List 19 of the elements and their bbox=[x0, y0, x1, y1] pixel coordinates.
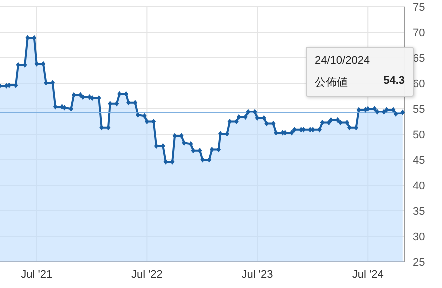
annotation: 54.3 bbox=[384, 75, 405, 87]
y-tick-label: 25 bbox=[413, 256, 426, 269]
y-tick-label: 60 bbox=[413, 78, 426, 90]
x-tick-label: Jul '21 bbox=[21, 268, 53, 281]
y-tick-label: 65 bbox=[413, 52, 426, 65]
x-tick-label: Jul '23 bbox=[242, 268, 274, 281]
y-tick-label: 70 bbox=[413, 27, 426, 40]
y-tick-label: 55 bbox=[413, 104, 426, 116]
y-tick-label: 40 bbox=[413, 180, 426, 192]
tooltip-box: 24/10/2024 公佈値 54.3 bbox=[306, 47, 414, 97]
y-tick-label: 35 bbox=[413, 206, 426, 218]
y-tick-label: 30 bbox=[413, 231, 426, 244]
y-tick-label: 75 bbox=[413, 2, 426, 14]
x-tick-label: Jul '24 bbox=[352, 268, 384, 281]
annotation: 24/10/2024 bbox=[315, 55, 370, 67]
annotation: 公佈値 bbox=[315, 76, 348, 90]
y-tick-label: 45 bbox=[413, 154, 426, 167]
x-tick-label: Jul '22 bbox=[131, 268, 163, 281]
y-tick-label: 50 bbox=[413, 129, 426, 142]
